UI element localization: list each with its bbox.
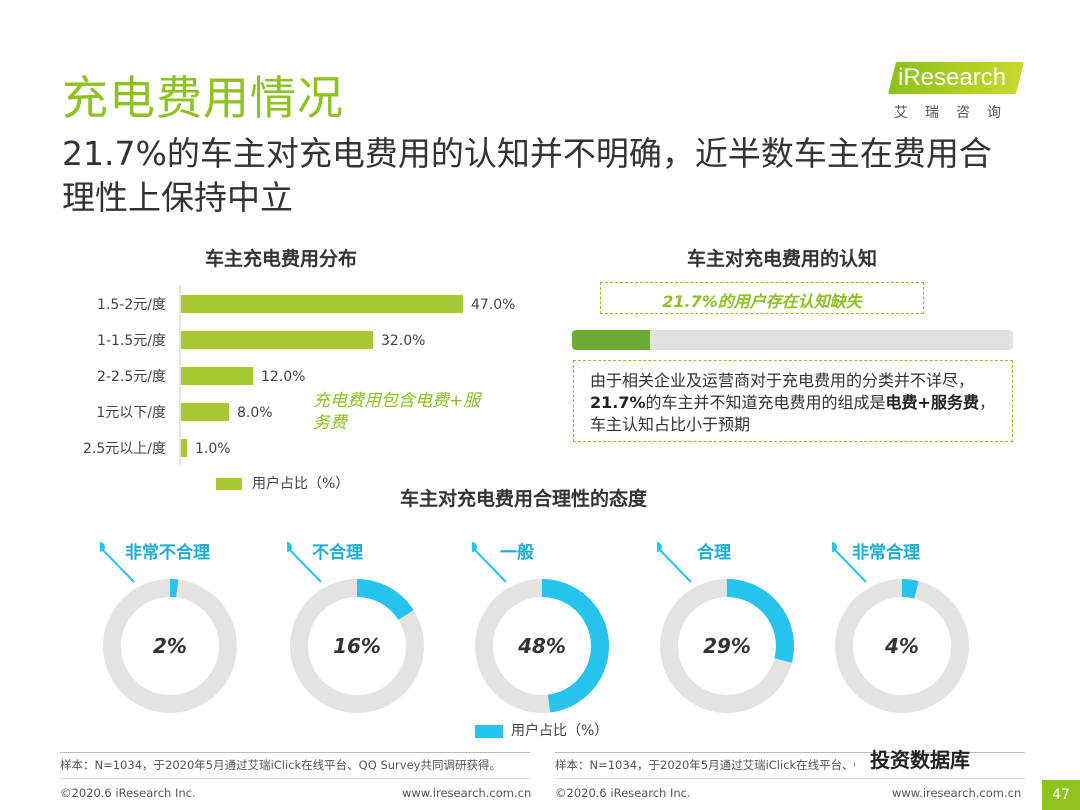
donut-1: 不合理 16% xyxy=(287,530,467,720)
donut-svg xyxy=(472,542,609,713)
bar-category-label: 2-2.5元/度 xyxy=(97,369,166,385)
donut-svg xyxy=(657,542,794,713)
bar-1 xyxy=(181,331,373,349)
iresearch-logo: iResearch 艾瑞咨询 xyxy=(888,58,1028,122)
bar-category-label: 1.5-2元/度 xyxy=(97,297,166,313)
donut-category-label: 非常合理 xyxy=(852,543,920,563)
bar-category-label: 2.5元以上/度 xyxy=(83,441,166,457)
donut-slice xyxy=(660,579,794,713)
watermark-text: 投资数据库 xyxy=(870,748,970,772)
awareness-title: 车主对充电费用的认知 xyxy=(687,248,878,270)
donut-svg xyxy=(287,542,424,713)
bar-0 xyxy=(181,295,463,313)
leader-line xyxy=(100,546,135,583)
donut-value-label: 29% xyxy=(703,634,751,658)
logo-cn-text: 艾瑞咨询 xyxy=(894,105,1018,121)
bar-value-label: 47.0% xyxy=(471,297,515,313)
bar-legend-label: 用户占比（%） xyxy=(252,476,350,492)
page-number: 47 xyxy=(1042,780,1080,810)
leader-line xyxy=(832,546,867,583)
donut-slice xyxy=(290,579,424,713)
bar-category-label: 1-1.5元/度 xyxy=(97,333,166,349)
footer-url-left[interactable]: www.iresearch.com.cn xyxy=(402,786,532,800)
bar-chart-note: 充电费用包含电费+服务费 xyxy=(313,391,481,433)
footer-sample-left: 样本：N=1034，于2020年5月通过艾瑞iClick在线平台、QQ Surv… xyxy=(60,758,501,772)
awareness-explain-box xyxy=(573,360,1013,442)
donut-slice xyxy=(835,579,969,713)
footer-url-right[interactable]: www.iresearch.com.cn xyxy=(892,786,1022,800)
footer-copyright-left: ©2020.6 iResearch Inc. xyxy=(60,786,196,800)
awareness-progress-bar xyxy=(572,330,1013,350)
donut-slice xyxy=(103,579,237,713)
bar-4 xyxy=(181,439,187,457)
page-subtitle: 21.7%的车主对充电费用的认知并不明确，近半数车主在费用合理性上保持中立 xyxy=(62,134,992,217)
bar-chart-legend: 用户占比（%） xyxy=(216,473,349,493)
awareness-progress-fill xyxy=(572,330,651,350)
donut-value-label: 4% xyxy=(885,634,919,658)
page-title: 充电费用情况 xyxy=(62,71,344,125)
donut-2: 一般 48% xyxy=(472,530,652,720)
donut-slice xyxy=(475,579,609,713)
donut-category-label: 一般 xyxy=(500,543,534,563)
logo-brand-text: iResearch xyxy=(898,64,1007,91)
leader-line xyxy=(657,546,692,583)
donut-category-label: 非常不合理 xyxy=(125,543,210,563)
bar-chart-title: 车主充电费用分布 xyxy=(205,248,358,270)
legend-swatch-cyan xyxy=(475,724,503,738)
bar-value-label: 1.0% xyxy=(195,441,231,457)
bar-value-label: 12.0% xyxy=(261,369,305,385)
awareness-explain-text: 由于相关企业及运营商对于充电费用的分类并不详尽，21.7%的车主并不知道充电费用… xyxy=(590,371,995,434)
bar-chart: 1.5-2元/度 47.0% 1-1.5元/度 32.0% 2-2.5元/度 12.0% 1… xyxy=(83,285,515,465)
bar-3 xyxy=(181,403,229,421)
awareness-highlight-box xyxy=(600,282,924,314)
bar-value-label: 32.0% xyxy=(381,333,425,349)
donut-svg xyxy=(100,542,237,713)
donut-svg xyxy=(832,542,969,713)
donut-legend-label: 用户占比（%） xyxy=(511,723,609,739)
donut-3: 合理 29% xyxy=(657,530,837,720)
donut-value-label: 16% xyxy=(333,634,381,658)
donut-legend: 用户占比（%） xyxy=(475,720,608,740)
bar-value-label: 8.0% xyxy=(237,405,273,421)
footer-sample-right: 样本：N=1034，于2020年5月通过艾瑞iClick在线平台、Q xyxy=(555,758,855,772)
donut-category-label: 不合理 xyxy=(312,543,363,563)
legend-swatch-green xyxy=(216,478,242,490)
bar-2 xyxy=(181,367,253,385)
donut-category-label: 合理 xyxy=(697,543,731,563)
donut-4: 非常合理 4% xyxy=(832,530,1012,720)
leader-line xyxy=(287,546,322,583)
donut-value-label: 48% xyxy=(518,634,566,658)
leader-line xyxy=(472,546,507,583)
awareness-highlight-text: 21.7%的用户存在认知缺失 xyxy=(662,292,862,311)
donut-value-label: 2% xyxy=(153,634,187,658)
donut-0: 非常不合理 2% xyxy=(100,530,280,720)
bar-category-label: 1元以下/度 xyxy=(96,405,166,421)
footer-copyright-right: ©2020.6 iResearch Inc. xyxy=(555,786,691,800)
attitude-title: 车主对充电费用合理性的态度 xyxy=(400,488,648,510)
